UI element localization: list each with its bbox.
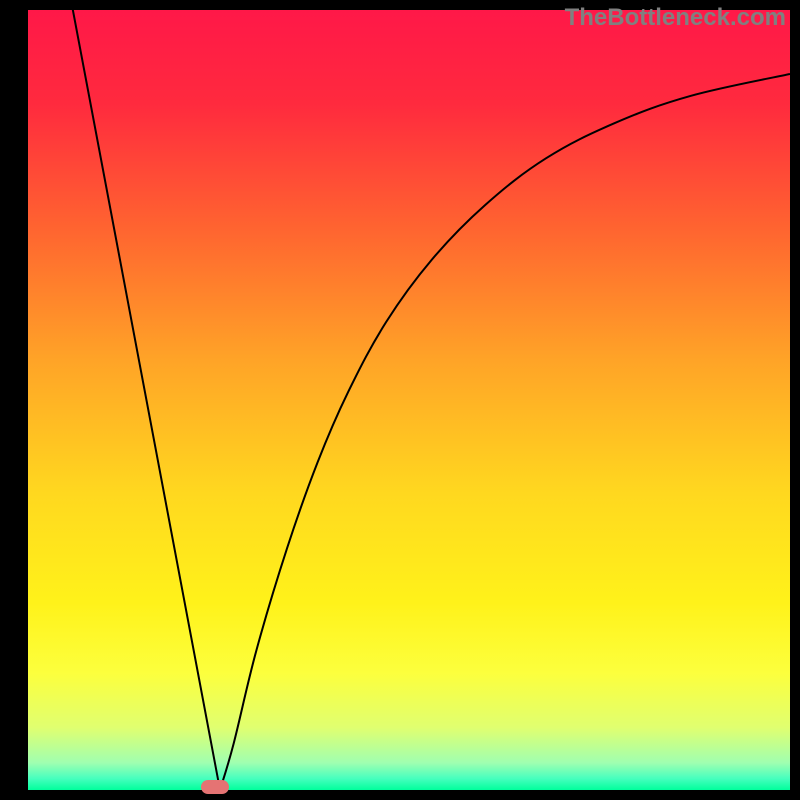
chart-container: TheBottleneck.com	[0, 0, 800, 800]
watermark-text: TheBottleneck.com	[565, 4, 786, 32]
dip-marker	[201, 780, 229, 794]
plot-area	[28, 10, 790, 790]
